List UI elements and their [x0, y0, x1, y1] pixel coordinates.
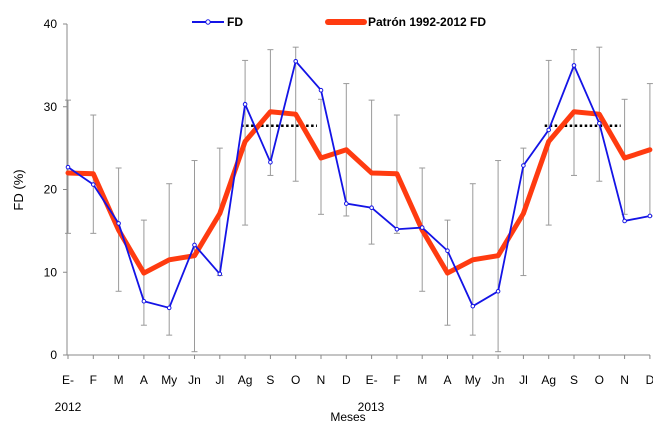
- x-tick-label: My: [161, 373, 177, 387]
- x-tick-label: A: [443, 373, 451, 387]
- series-fd-point: [217, 271, 223, 277]
- series-fd-point: [647, 213, 653, 219]
- series: [65, 58, 653, 311]
- y-tick-label: 20: [44, 183, 58, 197]
- x-tick-label: E-: [62, 373, 74, 387]
- series-fd-point: [445, 248, 450, 254]
- x-tick-label: D: [646, 373, 653, 387]
- series-fd-point: [470, 303, 476, 309]
- legend-fd-marker: [205, 19, 211, 25]
- x-tick-label: S: [570, 373, 578, 387]
- y-tick-label: 30: [44, 100, 58, 114]
- series-fd-point: [495, 288, 501, 294]
- series-patron-line: [65, 109, 653, 276]
- series-fd-point: [268, 159, 273, 165]
- y-tick-label: 0: [50, 348, 57, 362]
- x-tick-label: N: [317, 373, 326, 387]
- series-fd-point: [394, 226, 400, 232]
- y-tick-label: 40: [44, 17, 58, 31]
- error-bars: [65, 46, 653, 353]
- legend-patron-label: Patrón 1992-2012 FD: [368, 15, 486, 29]
- x-tick-label: M: [114, 373, 124, 387]
- x-tick-label: Ag: [238, 373, 253, 387]
- x-tick-label: Jn: [492, 373, 505, 387]
- y-tick-label: 10: [44, 265, 58, 279]
- series-fd-point: [242, 101, 248, 107]
- x-tick-label: Jl: [519, 373, 528, 387]
- x-tick-label: O: [595, 373, 604, 387]
- series-fd-point: [318, 87, 324, 93]
- year-label-2013: 2013: [358, 400, 385, 414]
- x-tick-label: F: [393, 373, 400, 387]
- y-ticks: 0 10 20 30 40: [44, 17, 67, 362]
- legend: FD Patrón 1992-2012 FD: [192, 15, 486, 29]
- series-fd-point: [521, 163, 526, 168]
- x-tick-label: M: [417, 373, 427, 387]
- x-tick-label: D: [342, 373, 351, 387]
- series-fd-point: [597, 121, 602, 126]
- series-fd-point: [369, 205, 374, 211]
- x-ticks: E- F M A My Jn Jl Ag S O N D E- F M A My Jn Jl Ag S O N D: [62, 355, 653, 387]
- year-label-2012: 2012: [55, 400, 82, 414]
- series-fd-point: [344, 201, 349, 206]
- series-fd-point: [91, 182, 96, 187]
- series-fd-point: [293, 58, 299, 64]
- series-fd-point: [116, 221, 121, 226]
- x-tick-label: A: [140, 373, 148, 387]
- x-tick-label: O: [291, 373, 300, 387]
- x-tick-label: N: [620, 373, 629, 387]
- series-fd-point: [65, 164, 71, 170]
- series-fd-point: [622, 218, 627, 224]
- x-axis-label: Meses: [330, 410, 365, 423]
- x-tick-label: F: [90, 373, 97, 387]
- series-fd-point: [571, 63, 577, 68]
- x-tick-label: Ag: [541, 373, 556, 387]
- x-tick-label: Jn: [188, 373, 201, 387]
- series-fd-point: [419, 225, 425, 230]
- legend-fd-label: FD: [227, 15, 243, 29]
- series-fd-point: [192, 242, 197, 248]
- y-axis-label: FD (%): [11, 169, 26, 210]
- x-tick-label: Jl: [215, 373, 224, 387]
- series-fd-line: [67, 59, 651, 309]
- axes: [66, 24, 650, 356]
- x-tick-label: My: [465, 373, 481, 387]
- x-tick-label: S: [266, 373, 274, 387]
- x-tick-label: E-: [366, 373, 378, 387]
- series-fd-point: [166, 305, 172, 311]
- series-fd-point: [141, 298, 147, 304]
- series-fd-point: [546, 127, 552, 133]
